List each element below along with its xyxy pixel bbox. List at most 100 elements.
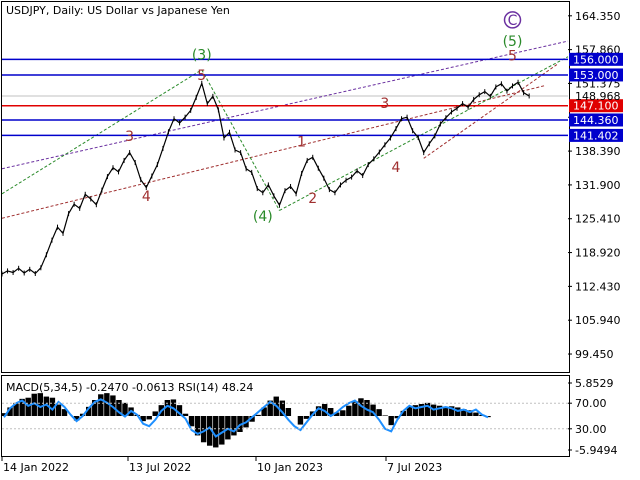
price-tick-label: 131.900 <box>575 179 621 192</box>
trend-line-green-b <box>201 69 280 211</box>
trend-line-green-c <box>279 56 569 211</box>
wave-label: 4 <box>392 160 401 176</box>
macd-bar <box>267 400 273 416</box>
macd-bar <box>279 400 286 416</box>
time-tick-label: 7 Jul 2023 <box>387 461 442 474</box>
wave-label: (5) <box>503 34 523 50</box>
macd-bar <box>37 393 44 416</box>
chart-title: USDJPY, Daily: US Dollar vs Japanese Yen <box>6 4 230 17</box>
price-tick-label: 138.390 <box>575 145 621 158</box>
level-tag-label: 147.100 <box>573 100 619 113</box>
wave-label: 5 <box>197 68 206 84</box>
wave-circle <box>503 11 522 29</box>
wave-label: (4) <box>253 209 273 225</box>
wave-label: 5 <box>508 48 517 64</box>
macd-bar <box>85 406 92 416</box>
macd-bar <box>424 402 431 416</box>
macd-bar <box>255 414 261 416</box>
macd-bar <box>73 416 80 421</box>
macd-bar <box>104 393 110 416</box>
macd-bar <box>376 409 382 416</box>
time-tick-label: 10 Jan 2023 <box>257 461 323 474</box>
macd-bar <box>206 416 213 446</box>
trend-line-outer-lower <box>1 84 546 219</box>
macd-bar <box>98 394 104 416</box>
macd-bar <box>164 400 171 416</box>
macd-bar <box>406 406 413 416</box>
level-tag-label: 153.000 <box>573 69 619 82</box>
indicator-tick-label: 70.00 <box>575 397 607 410</box>
level-tag-bg <box>569 99 623 113</box>
macd-bar <box>382 415 388 416</box>
wave-label: (3) <box>192 47 212 63</box>
price-tick-label: 125.410 <box>575 213 621 226</box>
indicator-tick-label: -5.9494 <box>575 444 617 457</box>
macd-bar <box>122 402 128 416</box>
macd-bar <box>442 406 449 416</box>
macd-bar <box>152 411 158 416</box>
macd-bar <box>19 398 25 416</box>
macd-bar <box>219 416 225 445</box>
indicator-series <box>1 393 491 448</box>
price-tick-label: 118.920 <box>575 247 621 260</box>
trend-line-brown-c <box>423 64 558 159</box>
macd-bar <box>315 406 322 416</box>
price-line <box>1 81 530 275</box>
macd-bar <box>340 410 346 416</box>
macd-bar <box>261 407 267 416</box>
macd-bar <box>140 416 146 422</box>
indicator-label: MACD(5,34,5) -0.2470 -0.0613 RSI(14) 48.… <box>6 381 253 394</box>
indicator-axis: 5.8529 70.00 30.00 -5.9494 <box>2 377 617 457</box>
trend-lines <box>1 40 569 219</box>
time-axis: 14 Jan 2022 13 Jul 2022 10 Jan 2023 7 Jul 2… <box>1 456 442 474</box>
trend-line-green-a <box>1 69 203 195</box>
macd-bar <box>388 416 394 426</box>
macd-bar <box>213 416 219 448</box>
macd-bar <box>61 409 68 416</box>
wave-label: C <box>508 13 518 29</box>
macd-bar <box>461 409 467 416</box>
level-tag-bg <box>569 128 623 142</box>
macd-bar <box>436 405 443 416</box>
macd-bar <box>358 398 364 416</box>
macd-bar <box>146 416 152 420</box>
time-tick-label: 13 Jul 2022 <box>129 461 191 474</box>
macd-bar <box>194 416 201 436</box>
level-tag-bg <box>569 113 623 127</box>
macd-bar <box>49 397 56 416</box>
macd-bar <box>116 400 122 416</box>
wave-label: 4 <box>142 189 151 205</box>
macd-bar <box>1 413 7 416</box>
macd-bar <box>285 408 292 416</box>
macd-bar <box>303 416 310 419</box>
main-plot-frame <box>1 1 570 373</box>
macd-bar <box>55 404 62 416</box>
macd-bar <box>7 407 13 416</box>
macd-bar <box>364 400 370 416</box>
macd-bar <box>188 416 195 427</box>
macd-bar <box>352 401 358 416</box>
wave-label: 1 <box>297 134 306 150</box>
indicator-tick-label: 30.00 <box>575 423 607 436</box>
macd-bar <box>473 412 479 416</box>
time-tick-label: 14 Jan 2022 <box>3 461 69 474</box>
macd-bar <box>297 416 304 425</box>
price-tick-label: 99.450 <box>575 348 614 361</box>
macd-bar <box>394 416 400 419</box>
price-tick-label: 105.940 <box>575 314 621 327</box>
level-tag-label: 144.360 <box>573 114 619 127</box>
macd-bar <box>370 404 376 416</box>
macd-bar <box>249 416 255 422</box>
wave-label: 3 <box>125 129 134 145</box>
price-series <box>1 79 530 277</box>
price-tick-label: 164.350 <box>575 10 621 23</box>
trend-line-outer-upper <box>1 40 569 170</box>
macd-bar <box>334 412 340 416</box>
macd-bar <box>231 416 237 436</box>
price-tick-label: 112.430 <box>575 280 621 293</box>
level-tag-bg <box>569 52 623 66</box>
level-tag-bg <box>569 68 623 82</box>
macd-bar <box>92 400 98 416</box>
